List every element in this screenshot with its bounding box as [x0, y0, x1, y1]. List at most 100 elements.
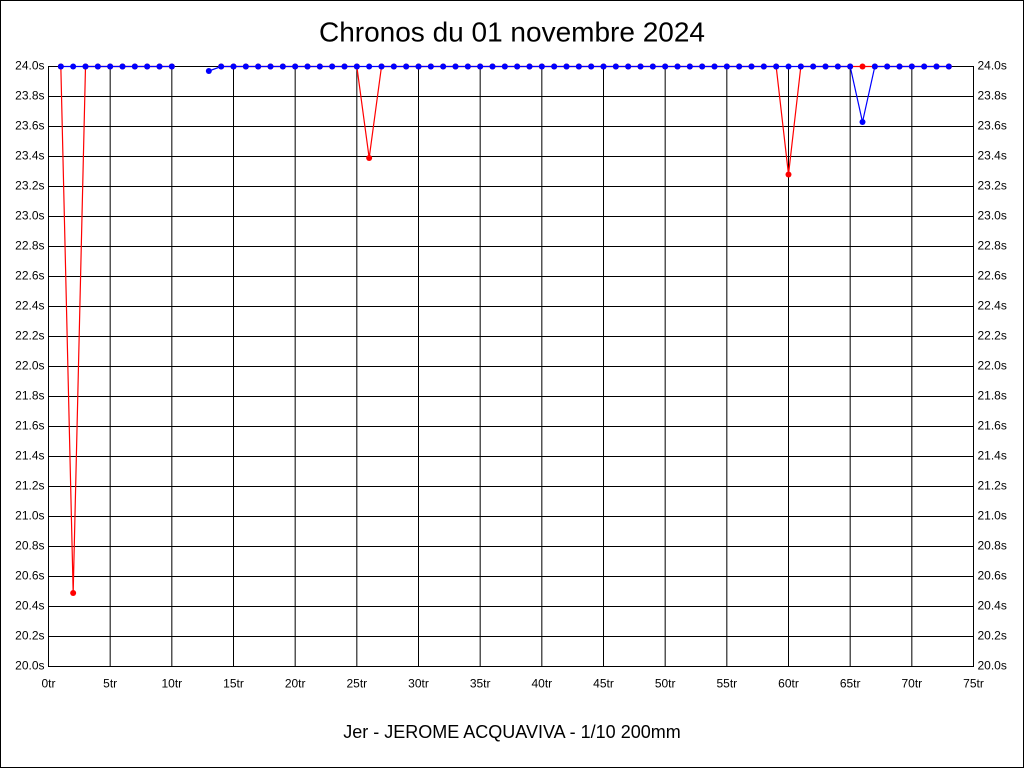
data-point	[896, 63, 903, 70]
data-point	[94, 63, 101, 70]
x-tick-label: 35tr	[470, 677, 491, 691]
y-tick-label: 20.8s	[15, 539, 44, 553]
x-tick-label: 70tr	[901, 677, 922, 691]
y-tick-label: 22.8s	[15, 239, 44, 253]
data-point	[847, 63, 854, 70]
data-point	[526, 63, 533, 70]
data-point	[156, 63, 163, 70]
y2-tick-label: 22.0s	[978, 359, 1007, 373]
y2-tick-label: 23.0s	[978, 209, 1007, 223]
data-point	[797, 63, 804, 70]
y2-tick-label: 20.0s	[978, 659, 1007, 673]
y2-tick-label: 23.2s	[978, 179, 1007, 193]
data-point	[625, 63, 632, 70]
x-tick-label: 15tr	[223, 677, 244, 691]
data-point	[131, 63, 138, 70]
y2-tick-label: 20.4s	[978, 599, 1007, 613]
data-point	[218, 63, 225, 70]
data-point	[304, 63, 311, 70]
y-tick-label: 21.0s	[15, 509, 44, 523]
data-point	[279, 63, 286, 70]
data-point	[773, 63, 780, 70]
y-tick-label: 20.6s	[15, 569, 44, 583]
data-point	[57, 63, 64, 70]
x-tick-label: 25tr	[346, 677, 367, 691]
data-point	[292, 63, 299, 70]
data-point	[699, 63, 706, 70]
y2-tick-label: 21.6s	[978, 419, 1007, 433]
x-tick-label: 30tr	[408, 677, 429, 691]
x-tick-label: 45tr	[593, 677, 614, 691]
y-tick-label: 21.4s	[15, 449, 44, 463]
y2-tick-label: 22.2s	[978, 329, 1007, 343]
data-point	[600, 63, 607, 70]
y2-tick-label: 23.8s	[978, 89, 1007, 103]
data-point	[242, 63, 249, 70]
y-tick-label: 20.2s	[15, 629, 44, 643]
data-point	[255, 63, 262, 70]
data-point	[822, 63, 829, 70]
data-point	[415, 63, 422, 70]
data-point	[933, 63, 940, 70]
data-point	[119, 63, 126, 70]
y2-tick-label: 22.4s	[978, 299, 1007, 313]
data-point	[205, 68, 212, 74]
data-point	[908, 63, 915, 70]
data-point	[464, 63, 471, 70]
data-point	[267, 63, 274, 70]
y2-tick-label: 22.8s	[978, 239, 1007, 253]
data-point	[686, 63, 693, 70]
data-point	[366, 155, 373, 161]
y-tick-label: 23.4s	[15, 149, 44, 163]
data-point	[538, 63, 545, 70]
data-point	[563, 63, 570, 70]
y-tick-label: 22.6s	[15, 269, 44, 283]
data-point	[834, 63, 841, 70]
x-tick-label: 10tr	[161, 677, 182, 691]
x-tick-label: 40tr	[531, 677, 552, 691]
data-point	[501, 63, 508, 70]
data-point	[329, 63, 336, 70]
data-point	[452, 63, 459, 70]
y-tick-label: 21.2s	[15, 479, 44, 493]
x-tick-label: 5tr	[103, 677, 117, 691]
y2-tick-label: 23.4s	[978, 149, 1007, 163]
data-point	[760, 63, 767, 70]
data-point	[107, 63, 114, 70]
data-point	[341, 63, 348, 70]
data-point	[859, 119, 866, 125]
data-point	[612, 63, 619, 70]
data-point	[390, 63, 397, 70]
data-point	[489, 63, 496, 70]
data-point	[871, 63, 878, 70]
y2-tick-label: 21.0s	[978, 509, 1007, 523]
data-point	[748, 63, 755, 70]
data-point	[723, 63, 730, 70]
data-point	[785, 63, 792, 70]
x-tick-label: 0tr	[41, 677, 55, 691]
data-point	[403, 63, 410, 70]
y-tick-label: 21.8s	[15, 389, 44, 403]
y2-tick-label: 20.6s	[978, 569, 1007, 583]
data-point	[366, 63, 373, 70]
chart-title: Chronos du 01 novembre 2024	[319, 16, 705, 47]
x-tick-label: 50tr	[655, 677, 676, 691]
y-tick-label: 21.6s	[15, 419, 44, 433]
data-point	[378, 63, 385, 70]
y-tick-label: 23.6s	[15, 119, 44, 133]
data-point	[70, 63, 77, 70]
y-tick-label: 22.0s	[15, 359, 44, 373]
data-point	[514, 63, 521, 70]
data-point	[477, 63, 484, 70]
y2-tick-label: 23.6s	[978, 119, 1007, 133]
y2-tick-label: 20.8s	[978, 539, 1007, 553]
y-tick-label: 20.0s	[15, 659, 44, 673]
y-tick-label: 22.2s	[15, 329, 44, 343]
data-point	[662, 63, 669, 70]
data-point	[945, 63, 952, 70]
y-tick-label: 24.0s	[15, 59, 44, 73]
y2-tick-label: 24.0s	[978, 59, 1007, 73]
data-point	[637, 63, 644, 70]
data-point	[353, 63, 360, 70]
